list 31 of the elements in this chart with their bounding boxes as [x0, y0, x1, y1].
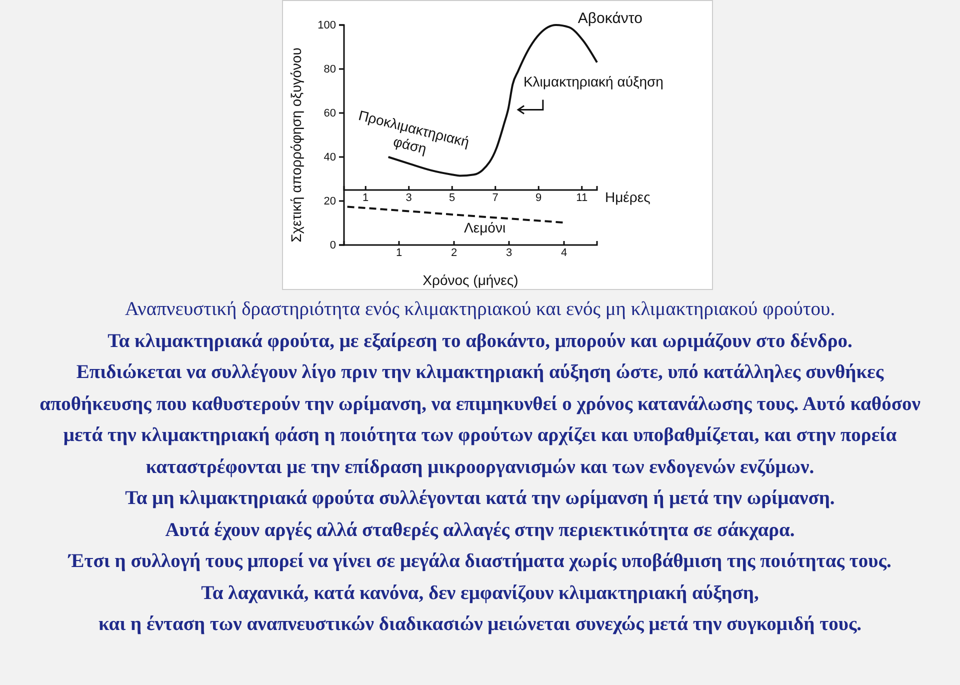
text: Τα λαχανικά, κατά κανόνα, δεν εμφανίζουν κλιμακτηριακή αύξηση,: [200, 582, 760, 606]
x-tick-label: 1: [396, 246, 402, 259]
y-axis-title: Σχετική απορρόφηση οξυγόνου: [288, 48, 304, 242]
x2-tick-label: 11: [576, 192, 588, 204]
y-tick-label: 40: [324, 152, 336, 164]
y-tick-label: 100: [318, 20, 336, 32]
x2-axis-title: Ημέρες: [605, 189, 651, 205]
y-tick-label: 20: [324, 196, 336, 208]
text: Τα κλιμακτηριακά φρούτα, με εξαίρεση το αβοκάντο, μπορούν και ωριμάζουν στο δένδρο.: [106, 330, 854, 354]
y-tick-label: 80: [324, 64, 336, 76]
line-series: [346, 206, 565, 224]
x-tick-label: 4: [560, 246, 568, 259]
text: Αναπνευστική δραστηριότητα ενός κλιμακτηριακού και ενός μη κλιμακτηριακού φρούτου.: [124, 298, 836, 322]
y-tick-label: 60: [324, 108, 336, 120]
text: Τα μη κλιμακτηριακά φρούτα συλλέγονται κατά την ωρίμανση ή μετά την ωρίμανση.: [124, 487, 836, 511]
x2-tick-label: 3: [406, 192, 412, 204]
x2-tick-label: 9: [536, 192, 542, 204]
text: Επιδιώκεται να συλλέγουν λίγο πριν την κλιμακτηριακή αύξηση ώστε, υπό κατάλληλες συνθήκες αποθήκευσης που καθυστερούν την ωρίμανση, να επιμηκυνθεί ο χρόνος κατανάλωσης τους. Αυτό καθόσον μετά την κλιμακτηριακή φάση η ποιότητα των φρούτων αρχίζει και υποβαθμίζεται, και στην πορεία καταστρέφονται με την επίδραση μικροοργανισμών και των ενδογενών ενζύμων.: [38, 361, 922, 480]
text: Έτσι η συλλογή τους μπορεί να γίνει σε μεγάλα διαστήματα χωρίς υποβάθμιση της ποιότητας τους.: [66, 550, 892, 574]
text: και η ένταση των αναπνευστικών διαδικασιών μειώνεται συνεχώς μετά την συγκομιδή τους.: [97, 613, 863, 637]
x-tick-label: 3: [506, 246, 512, 259]
x2-tick-label: 7: [492, 192, 498, 204]
series-label: Λεμόνι: [464, 220, 506, 236]
x2-tick-label: 5: [449, 192, 456, 204]
series-label: Αβοκάντο: [578, 10, 642, 27]
y-tick-label: 0: [330, 240, 336, 252]
annotation: Κλιμακτηριακή αύξηση: [523, 74, 664, 90]
x-tick-label: 2: [450, 246, 458, 259]
x-axis-title: Χρόνος (μήνες): [422, 272, 518, 288]
x2-tick-label: 1: [362, 192, 369, 204]
text: Αυτά έχουν αργές αλλά σταθερές αλλαγές στην περιεκτικότητα σε σάκχαρα.: [164, 518, 796, 542]
